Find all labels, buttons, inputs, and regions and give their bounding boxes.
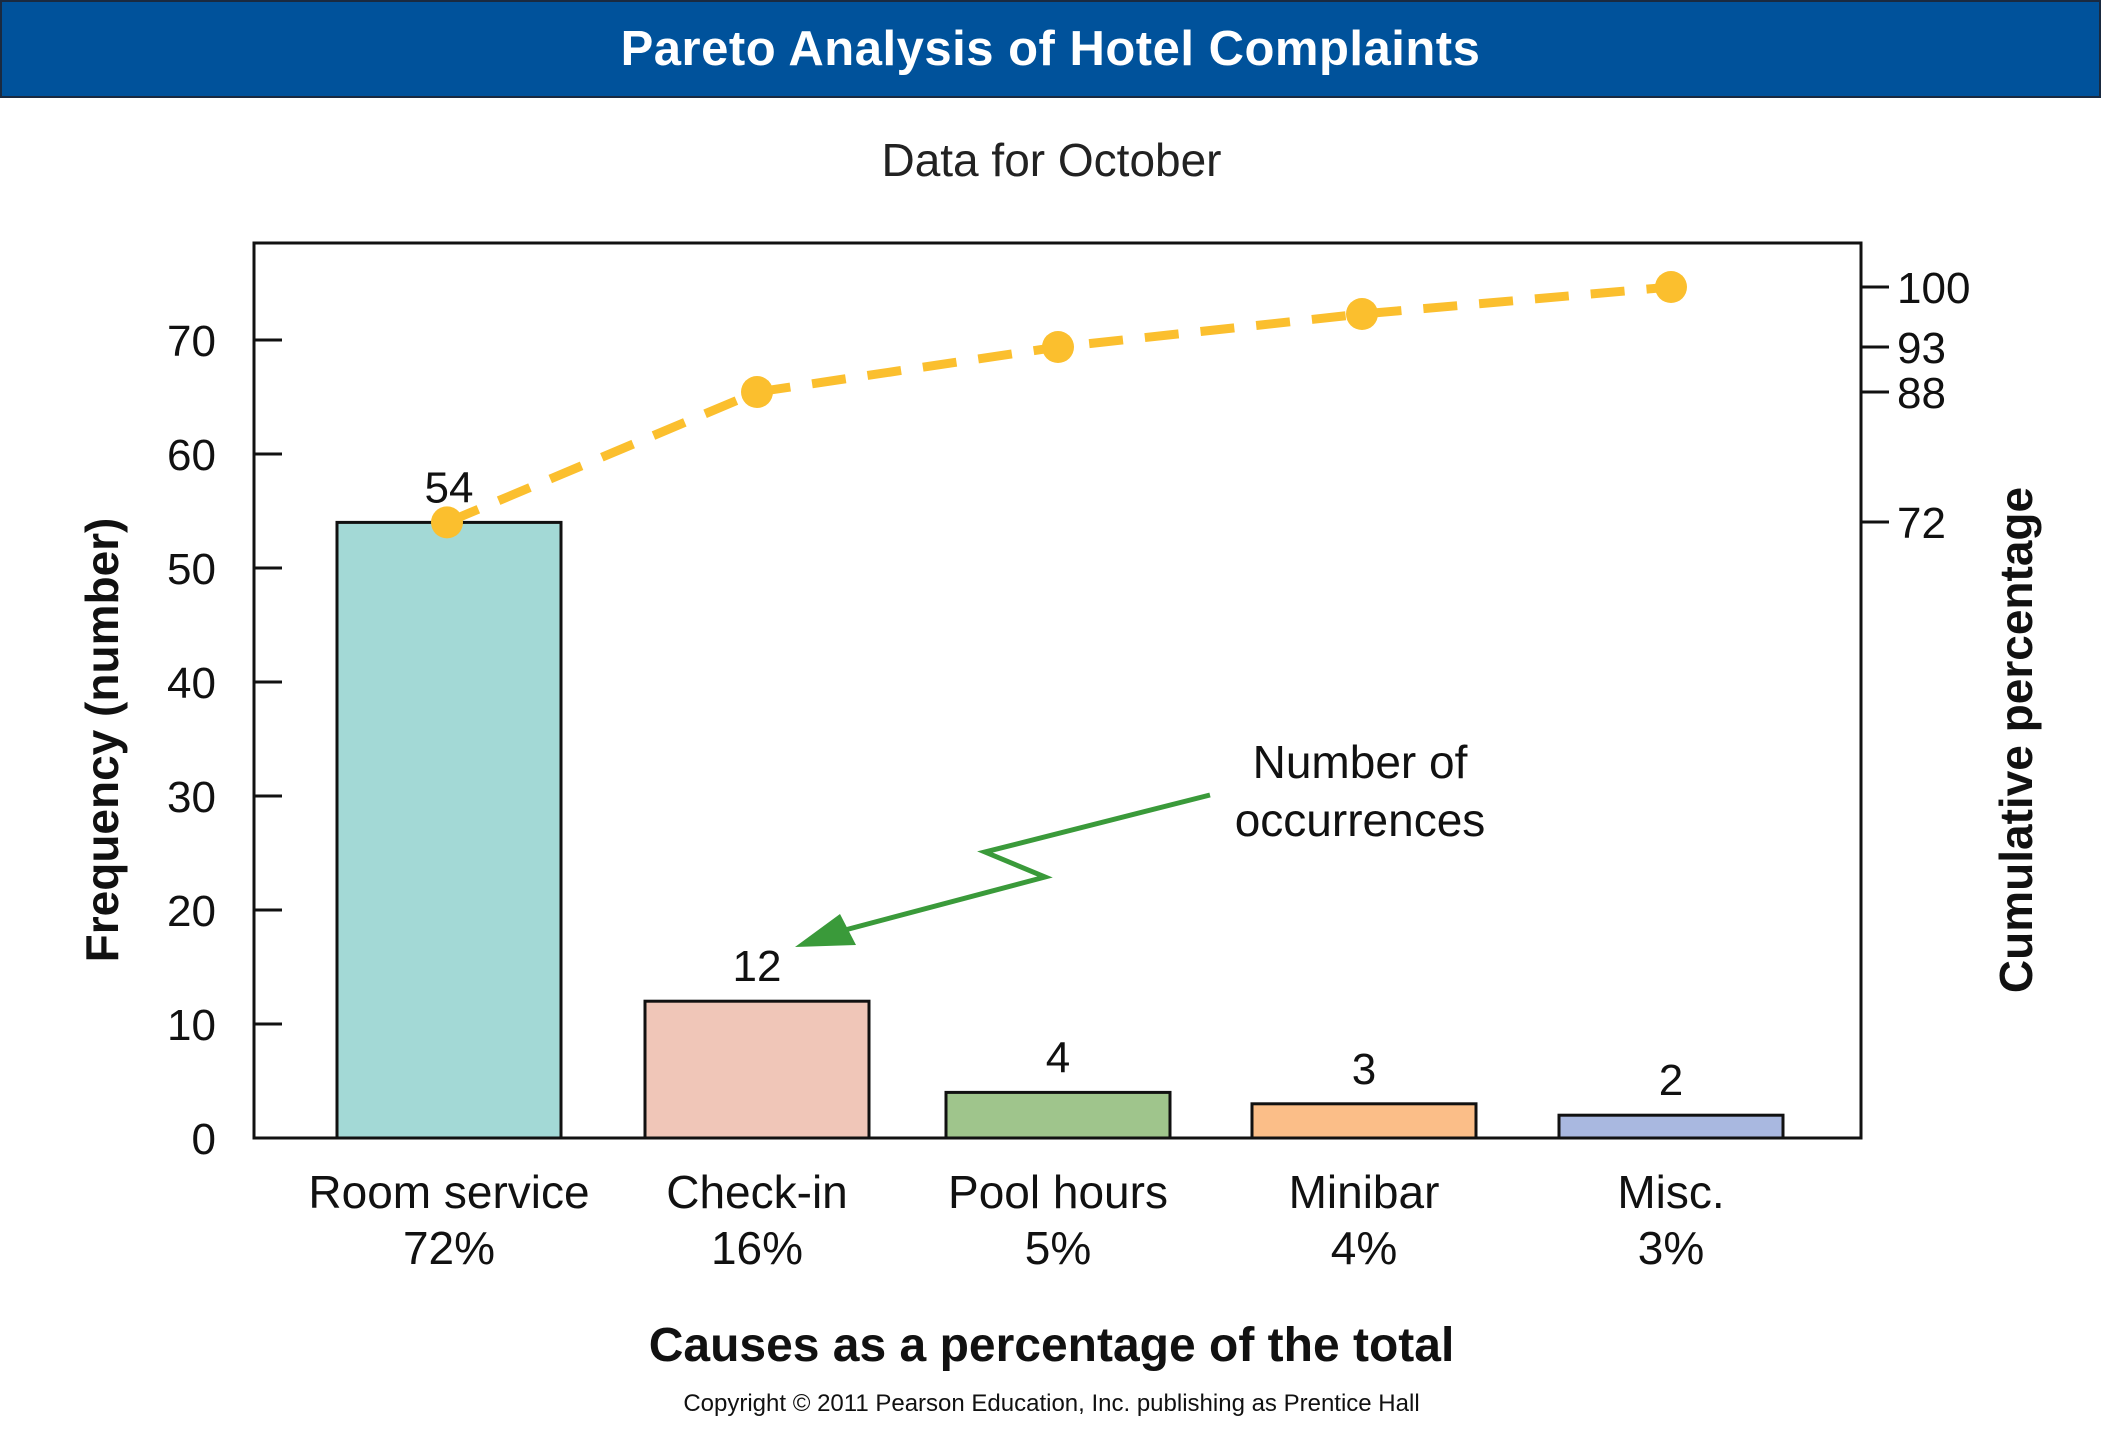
category-percent-label: 3% [1638,1222,1704,1274]
cumulative-line [445,282,1672,527]
y2-tick-label: 100 [1897,264,1970,313]
category-percent-label: 16% [711,1222,803,1274]
chart-title: Pareto Analysis of Hotel Complaints [620,22,1481,76]
y2-tick-label: 72 [1897,499,1946,548]
y2-tick-label: 88 [1897,369,1946,418]
x-axis-title: Causes as a percentage of the total [648,1319,1455,1372]
copyright-notice: Copyright © 2011 Pearson Education, Inc.… [683,1390,1420,1417]
left-axis: 0 10 20 30 40 50 60 70 [167,317,282,1164]
y-tick-label: 30 [167,773,216,822]
y-tick-label: 20 [167,887,216,936]
annotation-line1: Number of [1253,736,1468,788]
title-banner: Pareto Analysis of Hotel Complaints [0,0,2101,98]
bar [1250,1102,1478,1140]
y-tick-label: 70 [167,317,216,366]
y-tick-label: 60 [167,431,216,480]
y-axis-title: Frequency (number) [76,518,128,963]
y-tick-label: 50 [167,545,216,594]
category-percent-label: 72% [403,1222,495,1274]
cumulative-point [1042,331,1074,363]
category-label: Misc. [1617,1166,1724,1218]
chart-subtitle: Data for October [881,134,1222,186]
category-percent-label: 5% [1025,1222,1091,1274]
y-tick-label: 10 [167,1001,216,1050]
cumulative-point [431,506,463,539]
cumulative-point [1655,271,1687,303]
bar-value-label: 54 [425,463,474,512]
bars-group [335,520,1785,1140]
bar-value-label: 12 [733,942,782,991]
bar-value-label: 4 [1046,1033,1070,1082]
y-tick-label: 0 [192,1115,216,1164]
bar [1557,1113,1785,1140]
y2-tick-label: 93 [1897,324,1946,373]
cumulative-point [1346,298,1378,330]
bar [944,1090,1172,1140]
category-percent-label: 4% [1331,1222,1397,1274]
bar-value-label: 2 [1659,1056,1683,1105]
cumulative-line-group [431,271,1687,539]
annotation-line2: occurrences [1235,794,1486,846]
bar [335,520,563,1140]
bar-labels-group: 54 12 4 3 2 [425,463,1684,1105]
category-label: Room service [308,1166,589,1218]
cumulative-point [741,376,773,408]
category-label: Check-in [666,1166,848,1218]
bar-value-label: 3 [1352,1045,1376,1094]
annotation-arrow [795,792,1211,947]
y-tick-label: 40 [167,659,216,708]
bar [643,999,871,1140]
category-label: Minibar [1289,1166,1440,1218]
arrow-head [795,914,856,947]
arrow-shaft [844,792,1211,933]
category-label: Pool hours [948,1166,1168,1218]
y2-axis-title: Cumulative percentage [1990,487,2042,993]
